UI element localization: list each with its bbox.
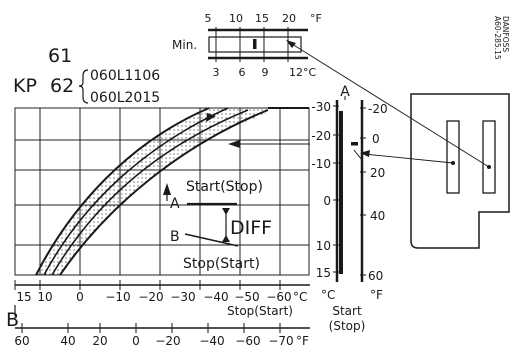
scale-c-tick: 15 bbox=[316, 266, 331, 280]
scale-c-tick: -20 bbox=[311, 129, 331, 143]
range-indicator-bar bbox=[339, 111, 343, 274]
x-c-unit: °C bbox=[293, 290, 307, 304]
x-c-tick: −10 bbox=[105, 290, 130, 304]
top-scale-window bbox=[208, 36, 302, 53]
curve-inner-2 bbox=[51, 109, 249, 276]
scale-f-unit: °F bbox=[370, 288, 383, 302]
chart-grid bbox=[14, 107, 310, 276]
x-axis-celsius: 15 10 0 −10 −20 −30 −40 −50 −60 °C Stop(… bbox=[14, 280, 310, 318]
model-number-61: 61 bbox=[48, 45, 72, 67]
scale-c-tick: 10 bbox=[316, 239, 331, 253]
top-c-tick: 6 bbox=[239, 66, 246, 79]
x-f-tick: −70 bbox=[268, 334, 293, 348]
scale-caption-start: Start bbox=[332, 304, 362, 318]
leader-range-arrow-icon bbox=[360, 150, 370, 157]
leader-to-top-scale bbox=[291, 43, 490, 168]
x-f-tick: −60 bbox=[235, 334, 260, 348]
x-c-tick: 0 bbox=[76, 290, 84, 304]
range-band bbox=[36, 108, 268, 275]
scale-f-tick: -20 bbox=[368, 102, 388, 116]
x-axis-fahrenheit: 60 40 20 0 −20 −40 −60 −70 °F bbox=[14, 323, 310, 348]
point-b-line bbox=[184, 233, 239, 247]
vertical-scale: A -30 -20 -10 0 10 15 -20 0 20 40 60 °C … bbox=[311, 84, 387, 333]
scale-c-tick: -30 bbox=[311, 100, 331, 114]
leader-top-arrow-icon bbox=[286, 40, 296, 48]
scale-f-tick: 20 bbox=[370, 166, 385, 180]
model-brace bbox=[78, 69, 89, 104]
x-f-tick: 40 bbox=[60, 334, 75, 348]
watermark: DANFOSS A60-285.15 bbox=[493, 16, 510, 60]
scale-caption-stop: (Stop) bbox=[329, 319, 366, 333]
start-stop-label: Start(Stop) bbox=[186, 179, 263, 195]
x-c-tick: −60 bbox=[266, 290, 291, 304]
x-c-caption: Stop(Start) bbox=[227, 304, 293, 318]
scale-f-tick: 40 bbox=[370, 209, 385, 223]
x-c-tick: −30 bbox=[170, 290, 195, 304]
device-window-left bbox=[446, 120, 460, 194]
device-outline bbox=[410, 93, 510, 249]
model-code-2: 060L2015 bbox=[90, 90, 160, 106]
model-number-62: 62 bbox=[50, 75, 74, 97]
curve-outer-left bbox=[35, 107, 210, 276]
x-f-tick: 0 bbox=[132, 334, 140, 348]
watermark-line-1: DANFOSS bbox=[501, 16, 510, 52]
x-f-tick: −40 bbox=[199, 334, 224, 348]
range-pointer bbox=[351, 142, 358, 146]
x-c-tick: −20 bbox=[138, 290, 163, 304]
scale-c-tick: 0 bbox=[323, 194, 331, 208]
differential-pointer bbox=[253, 39, 257, 49]
scale-a-label: A bbox=[340, 84, 350, 100]
curve-inner-1 bbox=[43, 107, 229, 276]
x-c-tick: 15 bbox=[16, 290, 31, 304]
scale-c-unit: °C bbox=[321, 288, 335, 302]
diff-arrow-top-icon bbox=[222, 208, 230, 215]
diff-label: DIFF bbox=[230, 217, 272, 239]
x-f-tick: 60 bbox=[14, 334, 29, 348]
x-f-tick: 20 bbox=[92, 334, 107, 348]
top-f-tick: 5 bbox=[205, 12, 212, 25]
point-a-label: A bbox=[170, 196, 180, 212]
top-f-tick: 20 bbox=[282, 12, 296, 25]
start-arrow-icon bbox=[163, 183, 171, 195]
scale-f-tick: 0 bbox=[372, 132, 380, 146]
diff-arrow-bottom-icon bbox=[222, 235, 230, 242]
top-f-tick: 15 bbox=[255, 12, 269, 25]
model-prefix: KP bbox=[13, 75, 37, 97]
leader-to-range-scale bbox=[363, 153, 454, 164]
top-c-tick: 12°C bbox=[289, 66, 316, 79]
scale-f-tick: 60 bbox=[368, 269, 383, 283]
device-window-right bbox=[482, 120, 496, 194]
point-b-label: B bbox=[170, 229, 180, 245]
watermark-line-2: A60-285.15 bbox=[493, 16, 502, 60]
top-c-tick: 3 bbox=[213, 66, 220, 79]
x-c-tick: −50 bbox=[234, 290, 259, 304]
leader-arrow-icon bbox=[228, 140, 240, 148]
stop-start-label: Stop(Start) bbox=[183, 256, 260, 272]
min-label: Min. bbox=[172, 38, 197, 52]
top-f-tick: 10 bbox=[229, 12, 243, 25]
curve-arrow-icon bbox=[206, 113, 216, 122]
top-c-tick: 9 bbox=[262, 66, 269, 79]
x-f-unit: °F bbox=[296, 334, 309, 348]
range-pointer-needle bbox=[353, 149, 363, 161]
b-axis-label: B bbox=[6, 309, 19, 331]
top-scale: 5 10 15 20 °F Min. 3 6 9 12°C bbox=[172, 12, 322, 79]
x-c-tick: −40 bbox=[203, 290, 228, 304]
model-code-1: 060L1106 bbox=[90, 68, 160, 84]
x-f-tick: −20 bbox=[155, 334, 180, 348]
scale-c-tick: -10 bbox=[311, 157, 331, 171]
x-c-tick: 10 bbox=[37, 290, 52, 304]
curve-outer-right bbox=[59, 109, 269, 276]
top-f-unit: °F bbox=[310, 12, 322, 25]
